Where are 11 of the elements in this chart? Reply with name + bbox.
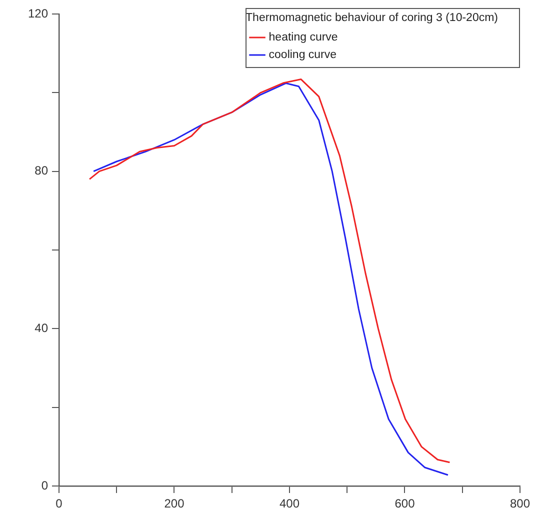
legend-label: cooling curve xyxy=(268,49,337,62)
x-tick-label: 800 xyxy=(510,496,530,511)
y-tick-label: 120 xyxy=(28,6,48,20)
y-tick-label: 80 xyxy=(34,164,48,178)
y-tick-label: 40 xyxy=(34,320,48,335)
x-tick-label: 200 xyxy=(164,496,185,511)
x-tick-label: 0 xyxy=(56,496,63,511)
y-tick-label: 0 xyxy=(41,478,48,492)
x-tick-label: 400 xyxy=(279,496,300,511)
x-tick-label: 600 xyxy=(394,496,416,511)
legend-label: heating curve xyxy=(268,32,338,44)
